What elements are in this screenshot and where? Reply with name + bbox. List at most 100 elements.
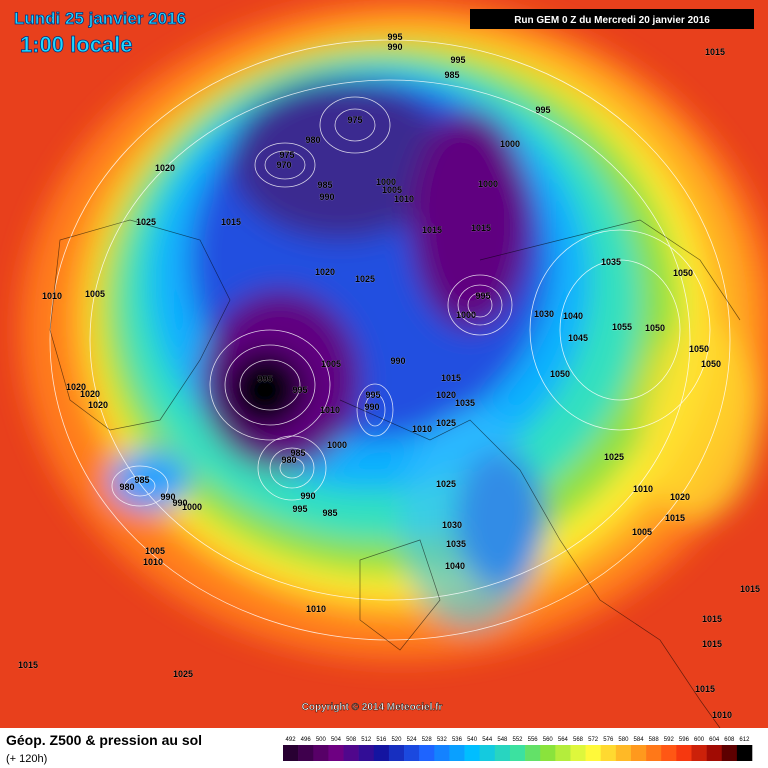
pressure-label: 995 [365,390,380,400]
pressure-label: 1025 [436,479,456,489]
colorbar-swatch [388,745,405,761]
colorbar-tick-label: 496 [301,737,312,743]
pressure-label: 990 [172,498,187,508]
colorbar-tick-label: 560 [543,737,554,743]
pressure-label: 1000 [500,139,520,149]
colorbar-swatch [661,745,677,761]
colorbar-swatch [479,745,496,761]
pressure-label: 1015 [705,47,725,57]
pressure-label: 995 [387,32,402,42]
height-field [20,0,768,660]
colorbar-swatch [691,745,707,761]
pressure-label: 980 [305,135,320,145]
colorbar-tick-label: 512 [361,737,372,743]
colorbar-swatch [585,745,602,761]
colorbar-tick-label: 572 [588,737,599,743]
pressure-label: 1005 [382,185,402,195]
colorbar-tick-label: 520 [391,737,402,743]
pressure-label: 980 [119,482,134,492]
colorbar-swatch [373,745,390,761]
colorbar-swatch [676,745,692,761]
colorbar-tick-label: 600 [694,737,705,743]
pressure-label: 1015 [695,684,715,694]
pressure-label: 1015 [221,217,241,227]
pressure-label: 1020 [80,389,100,399]
colorbar-swatch [509,745,526,761]
colorbar-tick-label: 588 [649,737,660,743]
pressure-label: 1010 [143,557,163,567]
pressure-label: 1000 [456,310,476,320]
pressure-label: 1015 [441,373,461,383]
pressure-label: 1030 [534,309,554,319]
pressure-label: 1005 [632,527,652,537]
pressure-label: 1015 [422,225,442,235]
pressure-label: 975 [347,115,362,125]
pressure-label: 1050 [673,268,693,278]
colorbar-tick-label: 564 [558,737,569,743]
colorbar-swatch [328,745,344,761]
colorbar-swatch [570,745,586,761]
pressure-label: 1045 [568,333,588,343]
colorbar-tick-label: 492 [286,737,297,743]
footer-title: Géop. Z500 & pression au sol [6,732,202,748]
colorbar-swatch [525,745,541,761]
colorbar-tick-label: 540 [467,737,478,743]
colorbar-swatch [449,745,465,761]
run-box [470,9,754,29]
pressure-label: 985 [134,475,149,485]
colorbar-tick-label: 516 [376,737,387,743]
pressure-label: 1000 [478,179,498,189]
colorbar-tick-label: 504 [331,737,342,743]
colorbar-tick-label: 508 [346,737,357,743]
colorbar-tick-label: 592 [664,737,675,743]
pressure-label: 985 [290,448,305,458]
colorbar-swatch [283,745,299,761]
pressure-label: 1035 [455,398,475,408]
colorbar-swatch [721,745,738,761]
colorbar-swatch [646,745,662,761]
pressure-label: 1015 [18,660,38,670]
pressure-label: 1010 [42,291,62,301]
pressure-label: 995 [292,385,307,395]
pressure-label: 1015 [665,513,685,523]
map [0,0,768,729]
pressure-label: 995 [450,55,465,65]
colorbar-tick-label: 584 [634,737,645,743]
pressure-label: 1050 [701,359,721,369]
pressure-label: 1030 [442,520,462,530]
pressure-label: 975 [279,150,294,160]
pressure-label: 1040 [563,311,583,321]
pressure-label: 1005 [85,289,105,299]
pressure-label: 990 [319,192,334,202]
pressure-label: 1020 [66,382,86,392]
pressure-label: 1025 [136,217,156,227]
pressure-label: 995 [475,291,490,301]
run-info: Run GEM 0 Z du Mercredi 20 janvier 2016 [514,15,710,26]
colorbar-swatch [434,745,450,761]
colorbar-tick-label: 596 [679,737,690,743]
pressure-label: 995 [292,504,307,514]
colorbar-swatch [464,745,480,761]
colorbar-swatch [706,745,723,761]
colorbar-swatch [494,745,511,761]
colorbar-swatch [540,745,556,761]
pressure-label: 1010 [306,604,326,614]
colorbar-swatch [419,745,435,761]
pressure-label: 1010 [412,424,432,434]
colorbar-tick-label: 552 [512,737,523,743]
pressure-label: 1020 [436,390,456,400]
colorbar-swatch [298,745,314,761]
pressure-label: 1025 [604,452,624,462]
pressure-label: 1015 [702,639,722,649]
coastlines [49,219,741,729]
colorbar-swatch [600,745,617,761]
colorbar-tick-label: 556 [528,737,539,743]
pressure-label: 980 [281,455,296,465]
pressure-label: 1050 [645,323,665,333]
pressure-label: 985 [444,70,459,80]
pressure-label: 1020 [88,400,108,410]
pressure-label: 1055 [612,322,632,332]
colorbar-tick-label: 612 [739,737,750,743]
copyright: Copyright © 2014 Meteociel.fr [302,702,443,713]
